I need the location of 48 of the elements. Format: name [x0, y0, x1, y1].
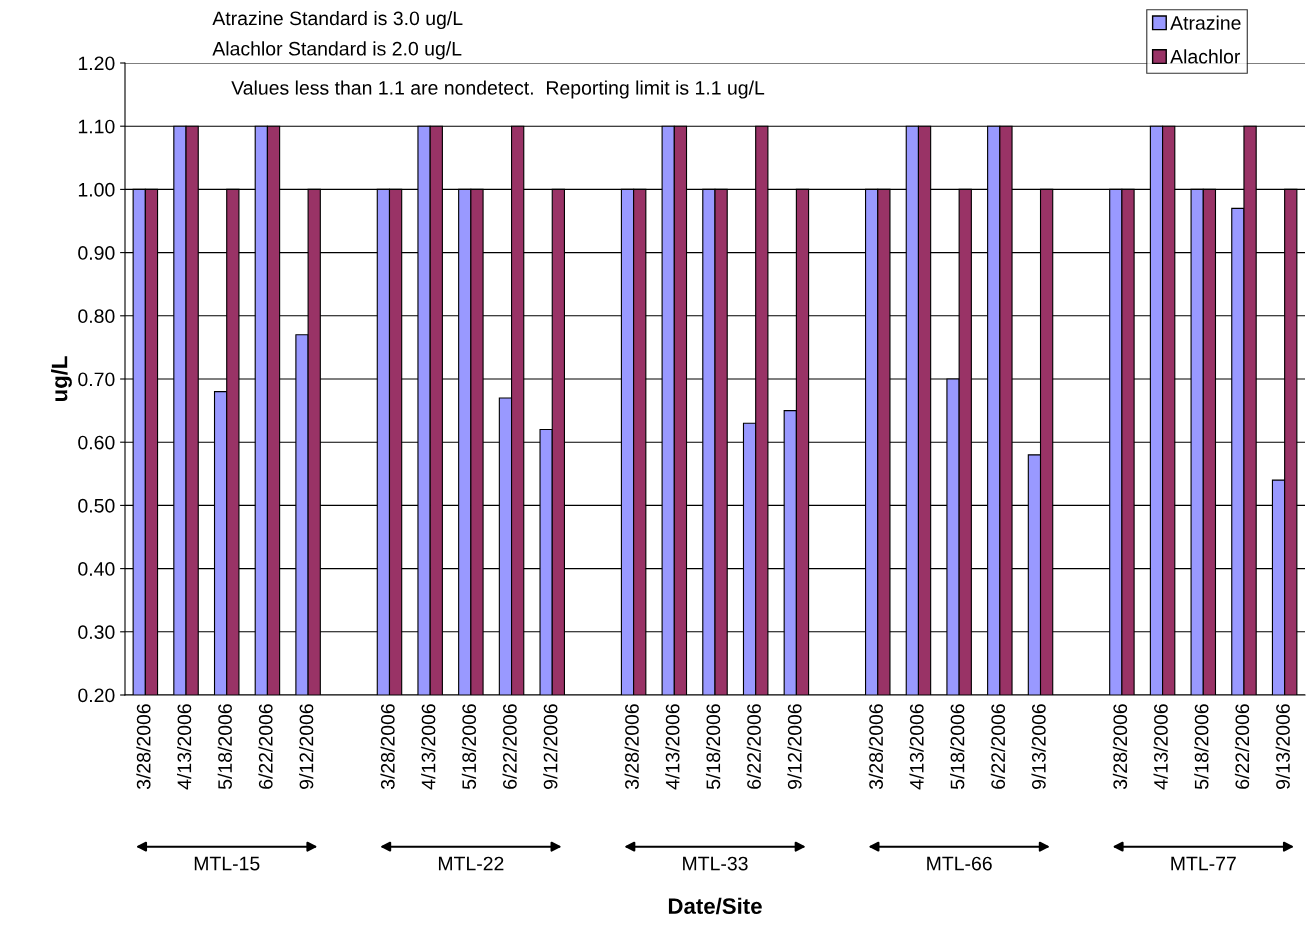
x-tick-label: 9/12/2006 [543, 704, 558, 789]
x-tick-label: 4/13/2006 [421, 704, 436, 790]
x-tick-label: 5/18/2006 [1194, 704, 1209, 790]
y-axis-title: ug/L [51, 356, 72, 402]
x-tick-label: 4/13/2006 [1153, 704, 1168, 790]
x-tick-label: 6/22/2006 [258, 704, 273, 789]
text: Alachlor Standard is 2.0 ug/L [212, 41, 462, 60]
text: MTL-33 [683, 856, 748, 871]
x-axis-title: Date/Site [668, 897, 762, 915]
x-tick-label: 3/28/2006 [136, 704, 151, 790]
y-tick-label: 0.60 [78, 435, 115, 450]
x-tick-label: 4/13/2006 [665, 704, 680, 790]
y-tick-label: 0.50 [78, 498, 115, 513]
y-tick-label: 1.20 [78, 56, 115, 71]
x-tick-label: 9/13/2006 [1031, 704, 1046, 789]
x-tick-label: 6/22/2006 [1234, 704, 1250, 789]
x-tick-label: 6/22/2006 [502, 704, 517, 789]
x-tick-label: 9/12/2006 [299, 704, 314, 789]
x-tick-label: 3/28/2006 [1112, 704, 1128, 790]
x-tick-label: 6/22/2006 [990, 704, 1006, 789]
x-tick-label: 9/13/2006 [1275, 704, 1290, 789]
y-tick-label: 1.10 [78, 119, 115, 134]
annotation: Values less than 1.1 are nondetect. Reporting limit is 1.1 ug/L [231, 80, 765, 99]
x-tick-label: 5/18/2006 [950, 704, 965, 790]
x-tick-label: 5/18/2006 [461, 704, 477, 790]
legend-label: Alachlor [1170, 49, 1241, 64]
x-tick-label: 9/12/2006 [787, 704, 802, 789]
text: MTL-22 [438, 856, 504, 871]
x-tick-label: 3/28/2006 [380, 704, 395, 790]
text: Atrazine Standard is 3.0 ug/L [212, 10, 463, 30]
x-tick-label: 3/28/2006 [624, 704, 639, 790]
legend-label: Atrazine [1170, 15, 1241, 30]
x-tick-label: 4/13/2006 [176, 704, 192, 790]
x-tick-label: 5/18/2006 [705, 704, 721, 790]
text: MTL-77 [1171, 856, 1236, 871]
x-tick-label: 4/13/2006 [909, 704, 924, 790]
y-tick-label: 0.80 [78, 309, 115, 324]
x-tick-label: 3/28/2006 [868, 704, 883, 790]
y-tick-label: 0.20 [78, 688, 115, 703]
text: MTL-66 [927, 856, 992, 871]
y-tick-label: 0.30 [78, 625, 115, 640]
y-tick-label: 0.70 [78, 372, 115, 387]
y-tick-label: 0.40 [78, 562, 115, 576]
x-tick-label: 5/18/2006 [217, 704, 232, 790]
x-tick-label: 6/22/2006 [746, 704, 761, 789]
y-tick-label: 0.90 [78, 246, 115, 260]
y-tick-label: 1.00 [78, 182, 115, 197]
text: MTL-15 [194, 856, 260, 871]
